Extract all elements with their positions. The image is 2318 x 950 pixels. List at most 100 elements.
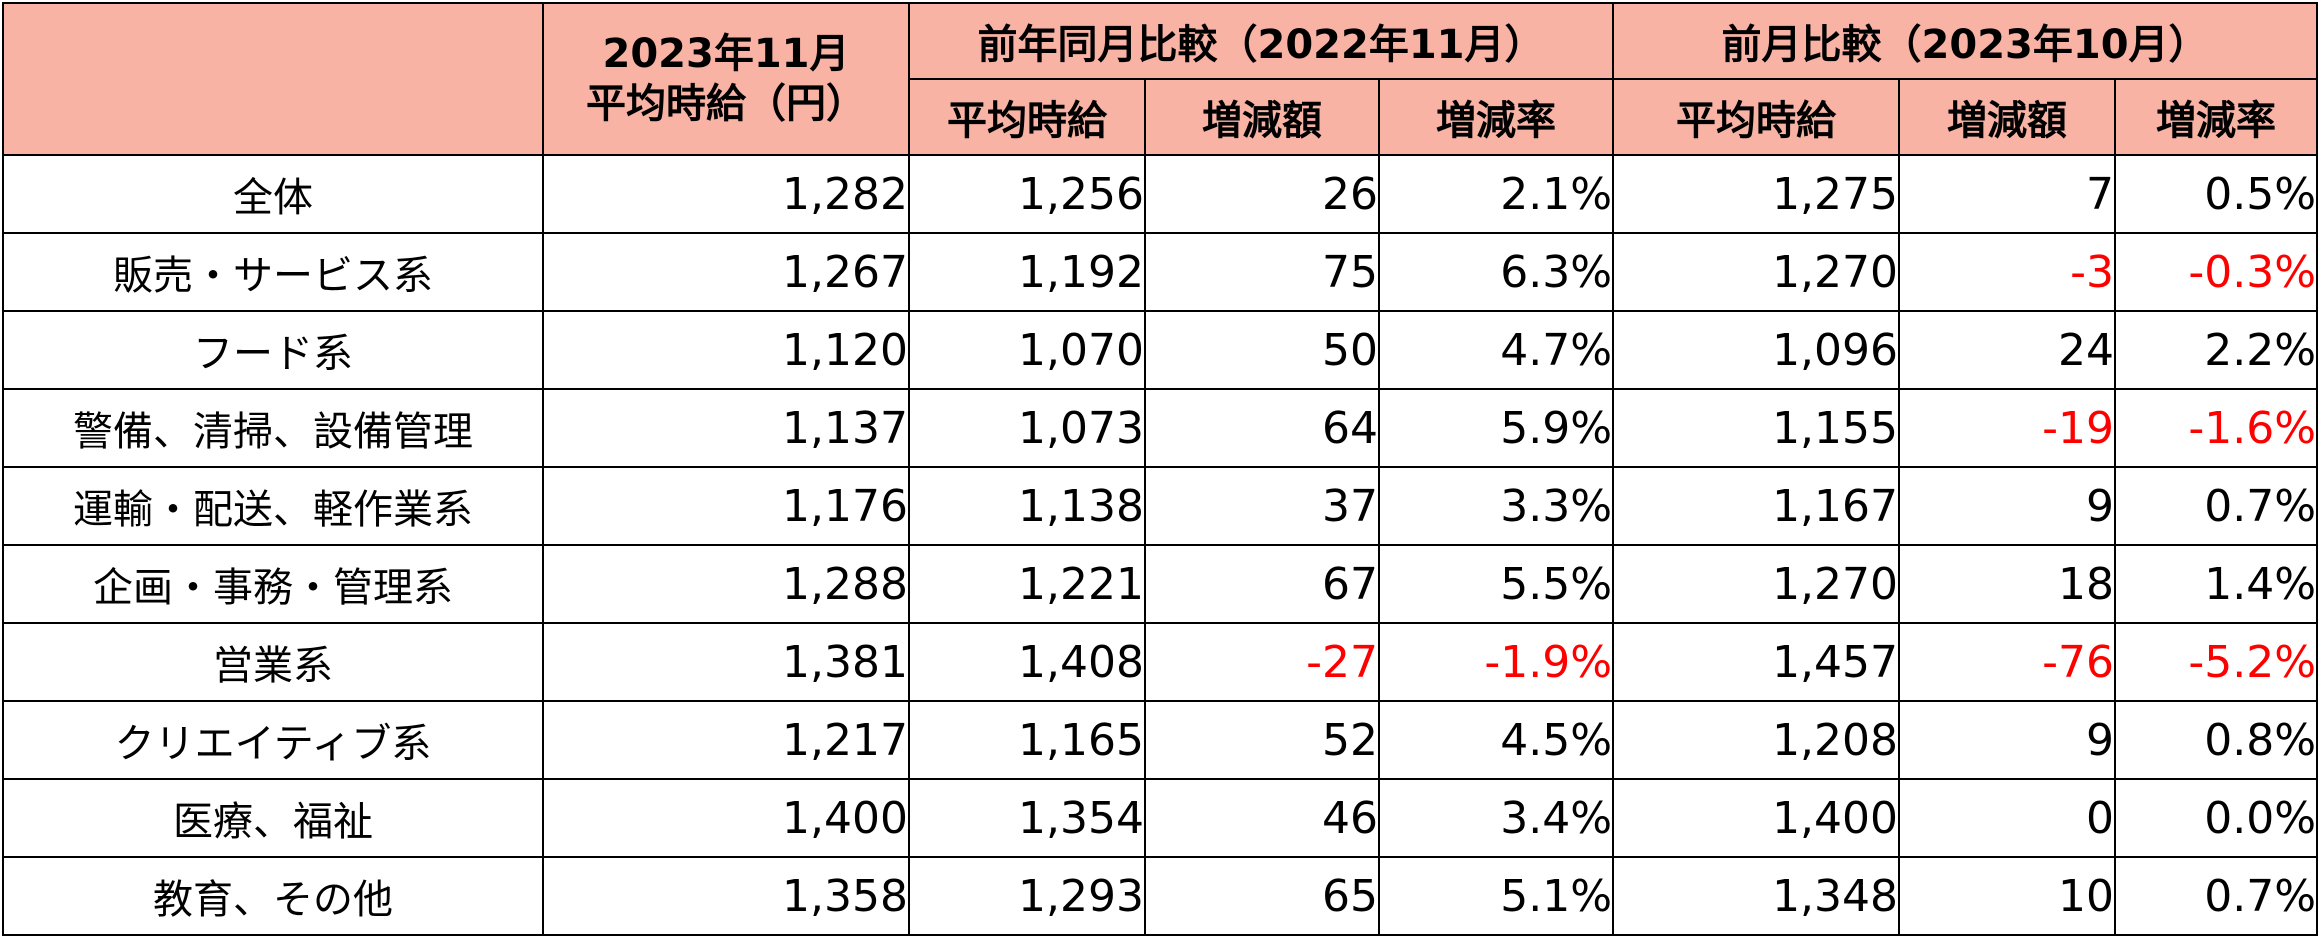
mom-rate-cell: 0.7% xyxy=(2114,466,2318,546)
yoy-rate-cell: 4.5% xyxy=(1377,700,1615,780)
header-mom-group: 前月比較（2023年10月） xyxy=(1612,2,2318,80)
mom-avg-cell: 1,400 xyxy=(1612,778,1901,858)
yoy-avg-cell: 1,192 xyxy=(908,232,1146,312)
yoy-diff-cell: 64 xyxy=(1144,388,1380,468)
yoy-avg-cell: 1,221 xyxy=(908,544,1146,624)
mom-rate-cell: -1.6% xyxy=(2114,388,2318,468)
mom-rate-cell: 0.5% xyxy=(2114,154,2318,234)
current-cell: 1,400 xyxy=(542,778,910,858)
current-cell: 1,282 xyxy=(542,154,910,234)
header-row-groups: 2023年11月 平均時給（円） 前年同月比較（2022年11月） 前月比較（2… xyxy=(2,2,2318,156)
header-yoy-group: 前年同月比較（2022年11月） xyxy=(907,2,1615,80)
yoy-avg-cell: 1,138 xyxy=(908,466,1146,546)
yoy-diff-cell: -27 xyxy=(1144,622,1380,702)
header-current-month: 2023年11月 平均時給（円） xyxy=(542,2,910,156)
header-mom-avg: 平均時給 xyxy=(1612,78,1901,156)
mom-diff-cell: 9 xyxy=(1898,466,2117,546)
yoy-rate-cell: 6.3% xyxy=(1377,232,1615,312)
mom-rate-cell: -5.2% xyxy=(2114,622,2318,702)
mom-diff-cell: 10 xyxy=(1898,856,2117,936)
mom-rate-cell: -0.3% xyxy=(2114,232,2318,312)
table-row: 警備、清掃、設備管理 1,137 1,073 64 5.9% 1,155 -19 -1.6% xyxy=(2,388,2318,468)
yoy-rate-cell: -1.9% xyxy=(1377,622,1615,702)
mom-diff-cell: -19 xyxy=(1898,388,2117,468)
table-row: 運輸・配送、軽作業系 1,176 1,138 37 3.3% 1,167 9 0.7% xyxy=(2,466,2318,546)
mom-avg-cell: 1,275 xyxy=(1612,154,1901,234)
category-cell: 全体 xyxy=(2,154,544,234)
category-cell: 販売・サービス系 xyxy=(2,232,544,312)
mom-avg-cell: 1,208 xyxy=(1612,700,1901,780)
mom-rate-cell: 0.0% xyxy=(2114,778,2318,858)
mom-diff-cell: 0 xyxy=(1898,778,2117,858)
yoy-diff-cell: 50 xyxy=(1144,310,1380,390)
header-mom-diff: 増減額 xyxy=(1898,78,2117,156)
category-cell: 営業系 xyxy=(2,622,544,702)
yoy-avg-cell: 1,070 xyxy=(908,310,1146,390)
header-yoy-diff: 増減額 xyxy=(1144,78,1380,156)
mom-diff-cell: 18 xyxy=(1898,544,2117,624)
category-cell: 警備、清掃、設備管理 xyxy=(2,388,544,468)
category-cell: 企画・事務・管理系 xyxy=(2,544,544,624)
yoy-rate-cell: 4.7% xyxy=(1377,310,1615,390)
mom-diff-cell: 9 xyxy=(1898,700,2117,780)
current-cell: 1,267 xyxy=(542,232,910,312)
table-row: 医療、福祉 1,400 1,354 46 3.4% 1,400 0 0.0% xyxy=(2,778,2318,858)
yoy-rate-cell: 5.5% xyxy=(1377,544,1615,624)
yoy-rate-cell: 2.1% xyxy=(1377,154,1615,234)
current-cell: 1,120 xyxy=(542,310,910,390)
yoy-rate-cell: 5.9% xyxy=(1377,388,1615,468)
table-row: フード系 1,120 1,070 50 4.7% 1,096 24 2.2% xyxy=(2,310,2318,390)
mom-diff-cell: -76 xyxy=(1898,622,2117,702)
mom-avg-cell: 1,270 xyxy=(1612,544,1901,624)
header-row-sub: 平均時給 増減額 増減率 平均時給 増減額 増減率 xyxy=(3,78,2318,156)
current-cell: 1,381 xyxy=(542,622,910,702)
current-cell: 1,137 xyxy=(542,388,910,468)
yoy-diff-cell: 65 xyxy=(1144,856,1380,936)
header-current-avg-label: 平均時給（円） xyxy=(586,81,866,127)
table-header: 2023年11月 平均時給（円） 前年同月比較（2022年11月） 前月比較（2… xyxy=(2,2,2318,156)
yoy-rate-cell: 3.4% xyxy=(1377,778,1615,858)
table-body: 全体 1,282 1,256 26 2.1% 1,275 7 0.5% 販売・サービス系 1,26… xyxy=(2,154,2318,936)
mom-avg-cell: 1,270 xyxy=(1612,232,1901,312)
yoy-diff-cell: 52 xyxy=(1144,700,1380,780)
table-row: 販売・サービス系 1,267 1,192 75 6.3% 1,270 -3 -0.3% xyxy=(2,232,2318,312)
header-current-month-label: 2023年11月 xyxy=(602,31,850,77)
table-row: 教育、その他 1,358 1,293 65 5.1% 1,348 10 0.7% xyxy=(2,856,2318,936)
yoy-diff-cell: 75 xyxy=(1144,232,1380,312)
yoy-avg-cell: 1,354 xyxy=(908,778,1146,858)
mom-avg-cell: 1,167 xyxy=(1612,466,1901,546)
current-cell: 1,217 xyxy=(542,700,910,780)
mom-avg-cell: 1,155 xyxy=(1612,388,1901,468)
mom-avg-cell: 1,457 xyxy=(1612,622,1901,702)
mom-diff-cell: 7 xyxy=(1898,154,2117,234)
header-yoy-avg: 平均時給 xyxy=(908,78,1146,156)
mom-rate-cell: 0.7% xyxy=(2114,856,2318,936)
header-corner-cell xyxy=(2,2,544,156)
header-mom-rate: 増減率 xyxy=(2114,78,2318,156)
category-cell: 医療、福祉 xyxy=(2,778,544,858)
category-cell: 教育、その他 xyxy=(2,856,544,936)
current-cell: 1,288 xyxy=(542,544,910,624)
mom-avg-cell: 1,348 xyxy=(1612,856,1901,936)
yoy-avg-cell: 1,165 xyxy=(908,700,1146,780)
mom-avg-cell: 1,096 xyxy=(1612,310,1901,390)
yoy-avg-cell: 1,408 xyxy=(908,622,1146,702)
yoy-rate-cell: 5.1% xyxy=(1377,856,1615,936)
yoy-avg-cell: 1,293 xyxy=(908,856,1146,936)
mom-diff-cell: 24 xyxy=(1898,310,2117,390)
table-row: 企画・事務・管理系 1,288 1,221 67 5.5% 1,270 18 1.4% xyxy=(2,544,2318,624)
category-cell: 運輸・配送、軽作業系 xyxy=(2,466,544,546)
category-cell: フード系 xyxy=(2,310,544,390)
table-row: 全体 1,282 1,256 26 2.1% 1,275 7 0.5% xyxy=(2,154,2318,234)
yoy-diff-cell: 67 xyxy=(1144,544,1380,624)
yoy-diff-cell: 37 xyxy=(1144,466,1380,546)
table-row: 営業系 1,381 1,408 -27 -1.9% 1,457 -76 -5.2% xyxy=(2,622,2318,702)
yoy-rate-cell: 3.3% xyxy=(1377,466,1615,546)
mom-rate-cell: 1.4% xyxy=(2114,544,2318,624)
table-row: クリエイティブ系 1,217 1,165 52 4.5% 1,208 9 0.8% xyxy=(2,700,2318,780)
yoy-avg-cell: 1,073 xyxy=(908,388,1146,468)
yoy-diff-cell: 46 xyxy=(1144,778,1380,858)
mom-rate-cell: 0.8% xyxy=(2114,700,2318,780)
header-yoy-rate: 増減率 xyxy=(1377,78,1615,156)
